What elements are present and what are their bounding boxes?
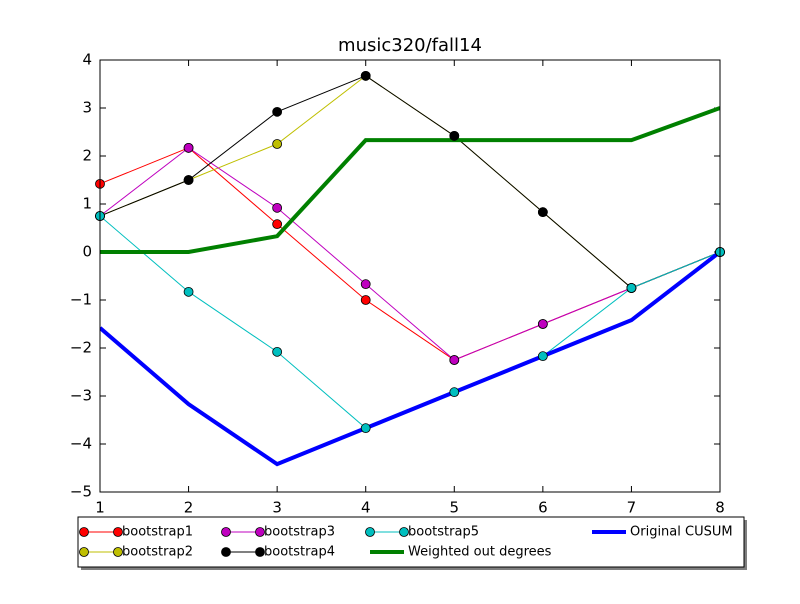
series-marker [626, 283, 637, 293]
legend-marker [113, 547, 123, 557]
series-marker [272, 202, 283, 213]
series-marker [183, 286, 194, 297]
legend-label: Weighted out degrees [408, 545, 552, 560]
series-marker [360, 70, 371, 81]
y-tick-label: −4 [70, 435, 92, 453]
legend-marker [255, 527, 265, 537]
y-tick-label: −3 [70, 387, 92, 405]
series-marker [537, 319, 548, 329]
legend-marker [79, 527, 89, 537]
series-marker [272, 346, 283, 357]
series-marker [272, 106, 283, 117]
x-tick-label: 7 [627, 499, 637, 517]
legend-marker [399, 527, 409, 537]
series-line [100, 106, 720, 254]
y-tick-label: −1 [70, 291, 92, 309]
series-marker [272, 219, 283, 230]
series-marker [537, 207, 548, 218]
y-tick-label: 4 [82, 51, 92, 69]
x-tick-label: 1 [95, 499, 105, 517]
legend-marker [79, 547, 89, 557]
legend-label: bootstrap1 [122, 525, 193, 540]
x-tick-label: 5 [450, 499, 460, 517]
series-marker [449, 387, 460, 398]
x-tick-label: 8 [715, 499, 725, 517]
y-tick-label: 1 [82, 195, 92, 213]
legend-label: Original CUSUM [630, 525, 733, 540]
series-line [100, 250, 720, 467]
legend-label: bootstrap5 [408, 525, 479, 540]
series-marker [183, 175, 194, 185]
series-marker [360, 423, 371, 434]
plot-area [100, 75, 720, 467]
legend [77, 516, 745, 568]
y-tick-label: 0 [82, 243, 92, 261]
legend-label: bootstrap2 [122, 545, 193, 560]
chart-title: music320/fall14 [338, 35, 482, 56]
plot-frame [99, 59, 721, 493]
series-marker [449, 355, 460, 365]
legend-marker [365, 527, 375, 537]
series-marker [272, 139, 283, 149]
legend-marker [221, 527, 231, 537]
y-tick-label: 3 [82, 99, 92, 117]
series-line [100, 147, 720, 361]
legend-label: bootstrap3 [264, 525, 335, 540]
x-tick-label: 6 [538, 499, 548, 517]
series-marker [360, 295, 371, 305]
legend-marker [255, 547, 265, 557]
series-line [100, 75, 720, 289]
x-tick-label: 4 [361, 499, 371, 517]
y-tick-label: 2 [82, 147, 92, 165]
x-tick-label: 3 [272, 499, 282, 517]
legend-marker [113, 527, 123, 537]
y-tick-label: −2 [70, 339, 92, 357]
series-marker [183, 142, 194, 153]
series-marker [537, 351, 548, 362]
legend-marker [221, 547, 231, 557]
y-tick-label: −5 [70, 483, 92, 501]
x-tick-label: 2 [184, 499, 194, 517]
series-marker [360, 279, 371, 290]
series-marker [449, 130, 460, 141]
legend-label: bootstrap4 [264, 545, 335, 560]
